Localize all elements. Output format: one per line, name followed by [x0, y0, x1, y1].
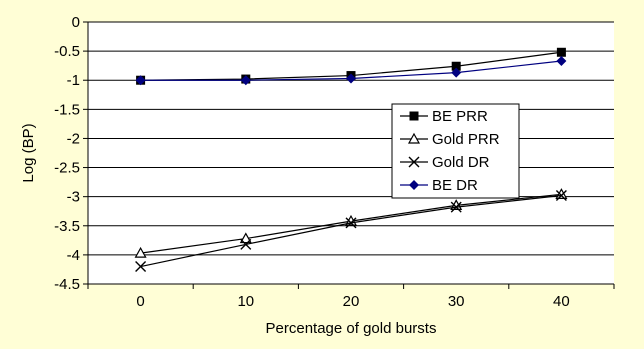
- data-point-be-dr: [240, 75, 251, 86]
- data-point-be-prr: [451, 61, 461, 71]
- data-point-be-dr: [451, 67, 462, 78]
- data-point-gold-dr: [240, 238, 252, 250]
- x-tick-label: 30: [448, 293, 465, 310]
- y-tick-label: -2.5: [54, 160, 80, 177]
- data-point-gold-prr: [134, 246, 147, 258]
- legend-marker: [409, 111, 419, 121]
- y-tick-label: -1: [67, 72, 80, 89]
- x-axis-title: Percentage of gold bursts: [266, 320, 437, 337]
- y-axis-title: Log (BP): [20, 123, 37, 182]
- y-tick-label: 0: [72, 14, 80, 31]
- y-tick-labels: 0 -0.5 -1 -1.5 -2 -2.5 -3 -3.5 -4 -4.5: [54, 14, 80, 293]
- x-tick-labels: 0 10 20 30 40: [136, 293, 569, 310]
- data-point-gold-dr-stroke-b: [450, 201, 462, 213]
- y-tick-label: -1.5: [54, 101, 80, 118]
- legend: BE PRR Gold PRR Gold DR BE DR: [391, 103, 520, 199]
- legend-item-be-dr: BE DR: [400, 177, 478, 194]
- data-point-gold-dr: [555, 190, 567, 201]
- x-tick-label: 0: [136, 293, 144, 310]
- legend-label: Gold PRR: [432, 131, 500, 148]
- data-point-gold-dr-stroke-b: [240, 238, 252, 250]
- y-tick-label: -0.5: [54, 43, 80, 60]
- x-tick-label: 10: [237, 293, 254, 310]
- y-tick-label: -3.5: [54, 218, 80, 235]
- y-tick-label: -4.5: [54, 276, 80, 293]
- data-point-gold-dr: [135, 261, 147, 273]
- series-be-dr: [135, 56, 567, 86]
- legend-label: BE PRR: [432, 108, 488, 125]
- data-point-be-prr: [556, 47, 566, 57]
- y-tick-label: -4: [67, 247, 80, 264]
- legend-marker: [409, 180, 419, 190]
- legend-marker-stroke-b: [408, 156, 420, 168]
- legend-item-gold-prr: Gold PRR: [400, 131, 500, 148]
- legend-label: BE DR: [432, 177, 478, 194]
- y-tick-label: -2: [67, 130, 80, 147]
- data-point-gold-dr-stroke-b: [555, 190, 567, 201]
- data-point-be-dr: [135, 75, 146, 86]
- legend-item-be-prr: BE PRR: [400, 108, 488, 125]
- plot-area: [88, 22, 614, 284]
- series-group: [134, 47, 568, 273]
- data-point-be-dr: [346, 73, 356, 84]
- series-gold-dr: [135, 190, 567, 273]
- data-point-gold-dr: [345, 217, 357, 229]
- x-tick-label: 40: [553, 293, 570, 310]
- data-point-gold-dr-stroke-b: [345, 217, 357, 229]
- legend-label: Gold DR: [432, 154, 490, 171]
- data-point-gold-dr-stroke-b: [135, 261, 147, 273]
- data-point-gold-prr: [239, 232, 252, 244]
- axes: [83, 21, 615, 289]
- x-tick-label: 20: [343, 293, 360, 310]
- legend-marker: [408, 156, 420, 168]
- legend-marker: [407, 132, 421, 144]
- legend-item-gold-dr: Gold DR: [400, 154, 490, 171]
- data-point-gold-dr: [450, 201, 462, 213]
- data-point-be-dr: [556, 56, 567, 67]
- y-tick-label: -3: [67, 189, 80, 206]
